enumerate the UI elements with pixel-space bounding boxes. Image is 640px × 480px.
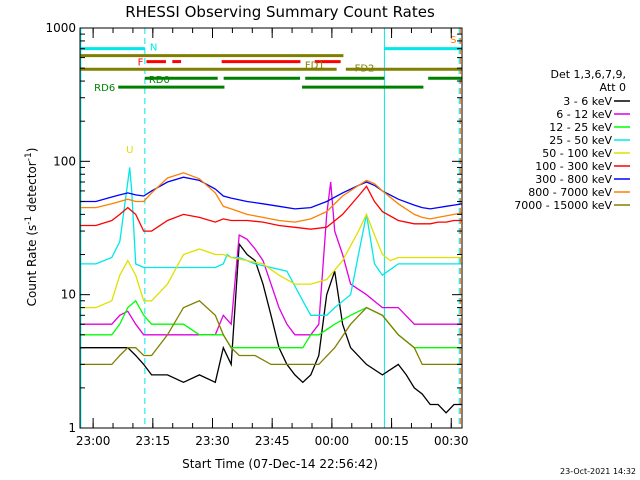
status-bar-label: RD0	[149, 75, 170, 86]
status-bar-label: FD2	[355, 63, 375, 74]
status-bar-label: RD6	[94, 83, 115, 94]
y-tick-label: 100	[53, 154, 76, 168]
series-lines: U	[80, 145, 463, 414]
legend-label: 100 - 300 keV	[535, 160, 612, 173]
chart-title: RHESSI Observing Summary Count Rates	[125, 3, 435, 21]
legend-header-attenuator: Att 0	[600, 81, 626, 94]
x-axis-label: Start Time (07-Dec-14 22:56:42)	[182, 457, 378, 471]
y-axis-label: Count Rate (s-1 detector-1)	[24, 148, 39, 307]
legend-label: 50 - 100 keV	[542, 147, 612, 160]
y-label-part-1: Count Rate (s	[25, 225, 39, 307]
series-line	[80, 181, 462, 336]
series-line	[80, 185, 462, 232]
x-tick-label: 00:15	[374, 434, 409, 448]
status-bar-label: F	[138, 58, 144, 69]
series-line	[80, 167, 462, 316]
x-tick-label: 23:30	[195, 434, 230, 448]
legend-label: 25 - 50 keV	[549, 134, 612, 147]
status-bar-label: S	[450, 35, 456, 46]
status-bar-label: FD1	[305, 61, 325, 72]
series-line	[80, 299, 462, 349]
y-label-sup-1: -1	[24, 216, 34, 225]
x-tick-label: 00:30	[434, 434, 469, 448]
y-label-sup-2: -1	[24, 152, 34, 161]
series-line	[80, 300, 462, 366]
legend-label: 6 - 12 keV	[556, 108, 612, 121]
legend-label: 800 - 7000 keV	[528, 186, 612, 199]
status-bars: N S F FD1 FD2 RD0 RD6	[80, 35, 462, 94]
axes: 1 10 100 1000 23:00 23:15 23:30 23:45 00:00 00:15…	[45, 21, 468, 448]
legend-label: 7000 - 15000 keV	[514, 199, 612, 212]
plot-frame	[79, 27, 463, 429]
y-label-part-2: detector	[25, 161, 39, 216]
series-line	[80, 172, 463, 223]
x-tick-label: 00:00	[315, 434, 350, 448]
render-timestamp: 23-Oct-2021 14:32	[560, 467, 636, 476]
y-tick-label: 1000	[45, 21, 76, 35]
x-tick-label: 23:00	[76, 434, 111, 448]
x-tick-label: 23:15	[136, 434, 171, 448]
series-line	[80, 176, 463, 210]
legend-label: 12 - 25 keV	[549, 121, 612, 134]
legend-label: 3 - 6 keV	[563, 95, 612, 108]
legend-header-detectors: Det 1,3,6,7,9,	[550, 68, 626, 81]
x-tick-label: 23:45	[255, 434, 290, 448]
series-line	[80, 212, 462, 309]
legend-label: 300 - 800 keV	[535, 173, 612, 186]
vertical-markers	[80, 28, 461, 428]
status-bar-label: N	[150, 43, 157, 54]
y-tick-label: 1	[68, 421, 76, 435]
peak-label: U	[126, 145, 133, 156]
y-tick-label: 10	[61, 288, 76, 302]
y-label-part-3: )	[25, 148, 39, 153]
